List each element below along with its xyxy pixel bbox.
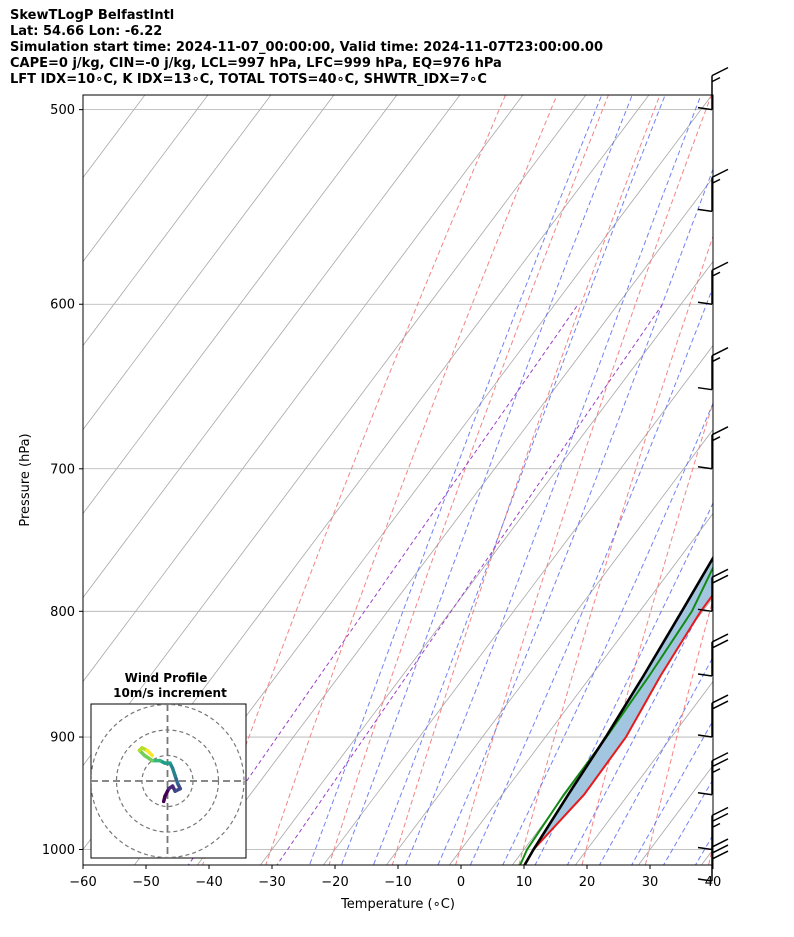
isotherm bbox=[259, 260, 713, 865]
isotherm bbox=[511, 596, 713, 865]
wind-barb bbox=[697, 168, 729, 213]
dewpoint-profile bbox=[519, 565, 713, 865]
isotherm bbox=[83, 95, 587, 767]
wind-barb bbox=[697, 838, 729, 882]
temperature-profile bbox=[523, 593, 713, 865]
moist-adiabat bbox=[405, 95, 702, 865]
chart-header: SkewTLogP BelfastIntl Lat: 54.66 Lon: -6… bbox=[10, 8, 603, 88]
dry-adiabat bbox=[763, 0, 794, 912]
isotherm bbox=[83, 95, 461, 599]
hodograph-inset: Wind Profile 10m/s increment bbox=[90, 671, 247, 859]
station-coordinates: Lat: 54.66 Lon: -6.22 bbox=[10, 24, 163, 39]
moist-adiabat bbox=[502, 402, 713, 865]
moist-adiabat bbox=[469, 285, 713, 865]
dry-adiabat bbox=[518, 234, 713, 865]
dry-adiabat bbox=[455, 95, 712, 865]
cape-region bbox=[524, 558, 713, 865]
wind-barbs bbox=[697, 66, 729, 882]
profile-lines bbox=[519, 555, 713, 865]
x-tick-label: 0 bbox=[457, 875, 465, 890]
chart-title: SkewTLogP BelfastIntl bbox=[10, 8, 175, 23]
x-tick-label: 20 bbox=[579, 875, 596, 890]
parcel-profile bbox=[523, 555, 713, 865]
hodograph-subtitle: 10m/s increment bbox=[113, 686, 227, 700]
wind-barb bbox=[697, 633, 729, 677]
x-axis-label: Temperature (∘C) bbox=[340, 897, 455, 912]
isotherm bbox=[385, 428, 713, 865]
y-tick-label: 500 bbox=[50, 103, 75, 118]
hodograph-plot bbox=[91, 704, 246, 858]
isotherm bbox=[448, 512, 713, 865]
y-tick-label: 600 bbox=[50, 298, 75, 313]
hodograph-segment bbox=[145, 748, 154, 758]
x-tick-label: −10 bbox=[384, 875, 411, 890]
dry-adiabat bbox=[201, 95, 507, 865]
moist-adiabat bbox=[340, 95, 633, 865]
x-tick-label: 30 bbox=[642, 875, 659, 890]
isotherm bbox=[196, 176, 713, 865]
moist-adiabat bbox=[694, 834, 713, 865]
isotherm bbox=[83, 95, 524, 683]
x-tick-label: −50 bbox=[132, 875, 159, 890]
stability-indices-2: LFT IDX=10∘C, K IDX=13∘C, TOTAL TOTS=40∘… bbox=[10, 72, 487, 87]
isotherm bbox=[83, 95, 650, 851]
x-tick-label: −30 bbox=[258, 875, 285, 890]
dry-adiabat bbox=[644, 597, 713, 865]
mixing-ratio-line bbox=[187, 303, 579, 865]
isotherm bbox=[83, 95, 398, 515]
isotherm bbox=[133, 95, 713, 865]
isotherm bbox=[637, 764, 713, 865]
x-tick-label: −20 bbox=[321, 875, 348, 890]
wind-barb bbox=[697, 66, 729, 111]
x-tick-label: 40 bbox=[705, 875, 722, 890]
x-tick-label: −60 bbox=[69, 875, 96, 890]
moist-adiabat bbox=[309, 95, 603, 865]
x-axis-ticks: −60 −50 −40 −30 −20 −10 0 10 20 30 40 bbox=[69, 865, 721, 890]
moist-adiabat bbox=[631, 719, 713, 865]
y-tick-label: 1000 bbox=[42, 843, 75, 858]
x-tick-label: −40 bbox=[195, 875, 222, 890]
y-tick-label: 900 bbox=[50, 731, 75, 746]
y-axis-ticks: 1002003004005006007008009001000 bbox=[42, 103, 83, 858]
dry-adiabat bbox=[265, 95, 558, 865]
plot-grid bbox=[83, 0, 794, 912]
moist-adiabat bbox=[372, 95, 666, 865]
y-axis-label: Pressure (hPa) bbox=[18, 433, 33, 526]
isotherm bbox=[322, 344, 713, 865]
hodograph-title: Wind Profile bbox=[125, 671, 208, 685]
moist-adiabat bbox=[534, 501, 713, 865]
moist-adiabat bbox=[437, 167, 713, 865]
wind-barb bbox=[697, 426, 729, 470]
x-tick-label: 10 bbox=[516, 875, 533, 890]
isotherm bbox=[729, 0, 794, 912]
simulation-times: Simulation start time: 2024-11-07_00:00:… bbox=[10, 40, 603, 55]
wind-barb bbox=[697, 694, 729, 738]
stability-indices-1: CAPE=0 j/kg, CIN=-0 j/kg, LCL=997 hPa, L… bbox=[10, 56, 502, 71]
wind-barb bbox=[697, 568, 729, 613]
moist-adiabat bbox=[662, 778, 713, 865]
y-tick-label: 700 bbox=[50, 462, 75, 477]
dry-adiabat bbox=[328, 95, 609, 865]
cape-shading bbox=[524, 558, 713, 865]
y-tick-label: 800 bbox=[50, 605, 75, 620]
